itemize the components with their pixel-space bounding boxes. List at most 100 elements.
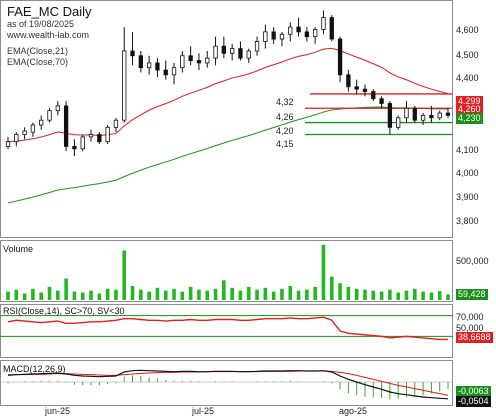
candle-body: [387, 103, 393, 128]
candle-body: [88, 134, 94, 138]
candle-body: [321, 17, 326, 30]
volume-bar: [197, 289, 201, 300]
price-chart[interactable]: [0, 0, 453, 238]
candle-body: [371, 91, 376, 100]
candle-body: [55, 105, 60, 112]
candle-body: [205, 57, 210, 64]
volume-tick: 500,000: [456, 256, 489, 266]
x-tick: ago-25: [339, 406, 368, 416]
macd-signal-tag: -0,0063: [456, 386, 491, 397]
volume-bar: [14, 289, 19, 300]
volume-bar: [147, 291, 151, 300]
candle-body: [279, 33, 285, 40]
price-tick: 4,500: [456, 50, 479, 60]
level-label: 4,15: [276, 139, 294, 149]
volume-label: Volume: [3, 244, 34, 254]
volume-bar: [338, 283, 342, 300]
candle-body: [39, 119, 44, 126]
candle-body: [155, 62, 160, 71]
candle-body: [113, 119, 119, 128]
volume-bar: [64, 278, 68, 300]
rsi-tick: 70,000: [456, 312, 484, 322]
volume-bar: [246, 286, 251, 300]
candle-body: [22, 130, 27, 135]
level-label: 4,32: [276, 97, 294, 107]
candle-body: [146, 62, 152, 69]
macd-value-tag: -0,0504: [456, 396, 491, 407]
volume-last-tag: 59,428: [456, 289, 488, 300]
candle-body: [238, 48, 243, 59]
volume-bar: [437, 291, 442, 300]
price-tag-4230: 4,230: [456, 113, 483, 124]
rsi-label: RSI(Close,14), SC>70, SV<30: [3, 306, 125, 316]
candle-body: [429, 115, 434, 119]
candle-body: [80, 136, 85, 150]
candle-body: [379, 98, 384, 104]
volume-bar: [39, 292, 44, 300]
volume-bar: [56, 290, 60, 300]
candle-body: [171, 67, 177, 76]
level-label: 4,26: [276, 112, 294, 122]
volume-bar: [305, 289, 309, 300]
volume-bar: [114, 289, 118, 300]
candle-body: [30, 124, 36, 133]
candle-body: [138, 55, 143, 69]
volume-bar: [213, 288, 218, 300]
volume-bar: [230, 287, 234, 300]
candle-body: [230, 48, 235, 54]
volume-bar: [412, 288, 417, 300]
price-tick: 3,900: [456, 192, 479, 202]
macd-label: MACD(12,26,9): [3, 364, 66, 374]
volume-bar: [255, 289, 259, 300]
volume-bar: [354, 288, 359, 300]
volume-bar: [388, 289, 392, 300]
volume-bar: [379, 291, 384, 300]
candle-body: [180, 55, 185, 69]
candle-body: [188, 55, 193, 61]
volume-bar: [172, 288, 176, 300]
rsi-line: [7, 316, 448, 341]
macd-chart[interactable]: [0, 360, 453, 406]
candle-body: [404, 107, 409, 119]
candle-body: [254, 41, 260, 52]
candle-body: [122, 50, 127, 121]
volume-bar: [271, 291, 276, 300]
rsi-last-tag: 38,6688: [456, 332, 493, 343]
candle-body: [329, 17, 334, 40]
candle-body: [396, 117, 401, 128]
rsi-axis: 70,000 50,000: [454, 304, 496, 358]
candle-body: [313, 29, 318, 38]
price-tick: 3,800: [456, 216, 479, 226]
rsi-chart[interactable]: [0, 304, 453, 358]
candle-body: [246, 50, 251, 59]
candle-body: [130, 50, 135, 57]
volume-bar: [72, 291, 77, 300]
candle-body: [288, 26, 293, 35]
candle-body: [105, 126, 110, 143]
volume-bar: [296, 290, 301, 300]
volume-chart[interactable]: [0, 240, 453, 302]
volume-bar: [180, 291, 185, 300]
candle-body: [445, 112, 451, 116]
price-pane[interactable]: [0, 0, 453, 238]
macd-pane[interactable]: [0, 360, 453, 406]
x-tick: jun-25: [45, 406, 71, 416]
volume-bar: [238, 290, 243, 300]
candle-body: [337, 38, 343, 76]
price-tag-4299: 4,299: [456, 96, 483, 107]
volume-bar: [404, 290, 409, 300]
volume-bar: [80, 292, 85, 300]
level-label: 4,20: [276, 126, 294, 136]
candle-body: [354, 86, 359, 90]
volume-bar: [6, 291, 10, 300]
candle-body: [271, 31, 276, 40]
volume-bar: [371, 290, 376, 300]
volume-bar: [346, 286, 351, 300]
chart-title: FAE_MC Daily: [7, 4, 92, 19]
ema70-line: [7, 106, 449, 204]
volume-bar: [280, 288, 284, 300]
rsi-pane[interactable]: [0, 304, 453, 358]
ema21-line: [7, 47, 449, 143]
price-tick: 4,100: [456, 145, 479, 155]
